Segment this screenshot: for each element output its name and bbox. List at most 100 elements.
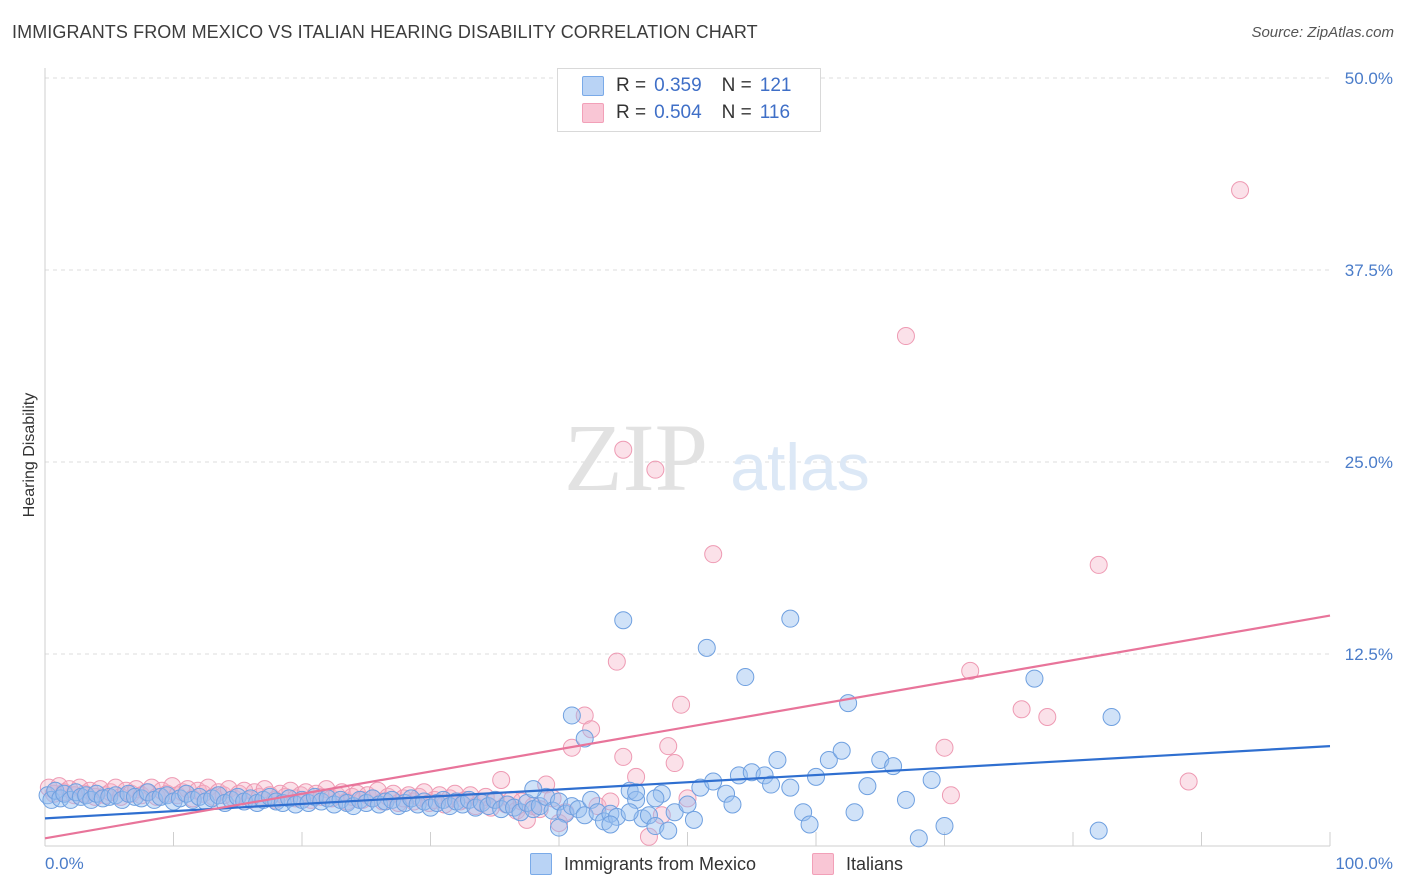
mexico-point	[832, 741, 851, 760]
r-label: R =	[616, 75, 647, 96]
mexico-point	[678, 795, 697, 814]
blue-swatch	[530, 853, 552, 875]
grid-lines	[45, 77, 1330, 655]
legend-label-italians: Italians	[846, 853, 904, 874]
n-value-mexico: 121	[759, 75, 792, 96]
mexico-trend-line	[44, 745, 1331, 820]
italians-point	[1231, 181, 1250, 200]
mexico-point	[736, 668, 755, 687]
italians-point	[1179, 772, 1198, 791]
mexico-point	[723, 795, 742, 814]
italians-point	[659, 737, 678, 756]
mexico-point	[614, 611, 633, 630]
mexico-point	[357, 793, 376, 812]
italians-trend-line	[44, 614, 1331, 840]
italians-point	[961, 661, 980, 680]
italians-point	[1089, 555, 1108, 574]
mexico-point	[684, 810, 703, 829]
axes	[44, 68, 1331, 847]
mexico-point	[1025, 669, 1044, 688]
italians-point	[199, 778, 218, 797]
mexico-point	[325, 795, 344, 814]
mexico-point	[781, 609, 800, 628]
italians-points	[39, 181, 1250, 846]
mexico-point	[922, 770, 941, 789]
mexico-point	[896, 790, 915, 809]
italians-point	[1038, 707, 1057, 726]
mexico-point	[550, 818, 568, 837]
watermark-zip: ZIP	[564, 404, 708, 511]
pink-swatch	[812, 853, 834, 875]
italians-point	[678, 789, 697, 808]
y-tick-label: 12.5%	[1345, 645, 1393, 664]
italians-point	[665, 754, 684, 773]
blue-swatch	[582, 76, 604, 96]
italians-point	[646, 460, 665, 479]
mexico-point	[717, 784, 736, 803]
mexico-point	[762, 775, 781, 794]
legend-label-mexico: Immigrants from Mexico	[564, 853, 757, 874]
mexico-point	[845, 803, 864, 822]
mexico-point	[768, 750, 787, 769]
r-label: R =	[616, 102, 647, 123]
n-label: N =	[721, 75, 752, 96]
mexico-point	[819, 750, 838, 769]
source-label: Source: ZipAtlas.com	[1251, 24, 1394, 41]
mexico-points	[38, 609, 1121, 848]
y-axis-label: Hearing Disability	[21, 393, 38, 518]
mexico-point	[524, 780, 543, 799]
mexico-point	[620, 803, 639, 822]
correlation-legend: R = 0.359 N = 121 R = 0.504 N = 116	[557, 68, 821, 132]
italians-point	[935, 738, 954, 757]
mexico-point	[601, 815, 620, 834]
mexico-point	[781, 778, 800, 797]
pink-swatch	[582, 103, 604, 123]
mexico-point	[646, 789, 665, 808]
italians-point	[1012, 700, 1031, 719]
legend-item-mexico[interactable]: Immigrants from Mexico	[530, 852, 756, 876]
mexico-point	[440, 797, 459, 816]
trend-lines	[44, 614, 1331, 840]
mexico-point	[935, 817, 954, 836]
r-value-italians: 0.504	[654, 102, 702, 123]
mexico-point	[627, 783, 646, 802]
y-tick-label: 50.0%	[1345, 69, 1393, 88]
italians-point	[582, 720, 601, 739]
italians-point	[492, 770, 511, 789]
mexico-point	[659, 821, 678, 840]
italians-point	[672, 695, 691, 714]
italians-point	[639, 827, 658, 846]
mexico-point	[492, 800, 511, 819]
y-tick-label: 25.0%	[1345, 453, 1393, 472]
mexico-point	[652, 784, 671, 803]
mexico-point	[807, 767, 825, 786]
mexico-point	[697, 638, 716, 657]
legend-item-italians[interactable]: Italians	[812, 852, 903, 876]
italians-point	[601, 792, 620, 811]
mexico-point	[170, 789, 189, 808]
n-value-italians: 116	[759, 102, 791, 123]
italians-point	[607, 652, 626, 671]
italians-point	[941, 786, 960, 805]
legend-row-mexico: R = 0.359 N = 121	[582, 74, 791, 98]
watermark-atlas: atlas	[730, 430, 869, 504]
mexico-point	[800, 815, 819, 834]
y-tick-label: 37.5%	[1345, 261, 1393, 280]
chart-title: IMMIGRANTS FROM MEXICO VS ITALIAN HEARIN…	[12, 22, 758, 42]
r-value-mexico: 0.359	[654, 75, 702, 96]
mexico-point	[1102, 707, 1121, 726]
mexico-point	[639, 806, 658, 825]
italians-point	[704, 545, 723, 564]
mexico-point	[106, 786, 125, 805]
n-label: N =	[721, 102, 752, 123]
mexico-point	[562, 706, 581, 725]
mexico-point	[858, 777, 877, 796]
x-tick-label: 100.0%	[1335, 854, 1393, 873]
italians-point	[614, 747, 633, 766]
italians-point	[614, 440, 633, 459]
mexico-point	[755, 766, 774, 785]
mexico-point	[1089, 821, 1108, 840]
tick-labels: 12.5% 25.0% 37.5% 50.0% 0.0% 100.0%	[45, 69, 1393, 873]
mexico-point	[909, 829, 928, 848]
